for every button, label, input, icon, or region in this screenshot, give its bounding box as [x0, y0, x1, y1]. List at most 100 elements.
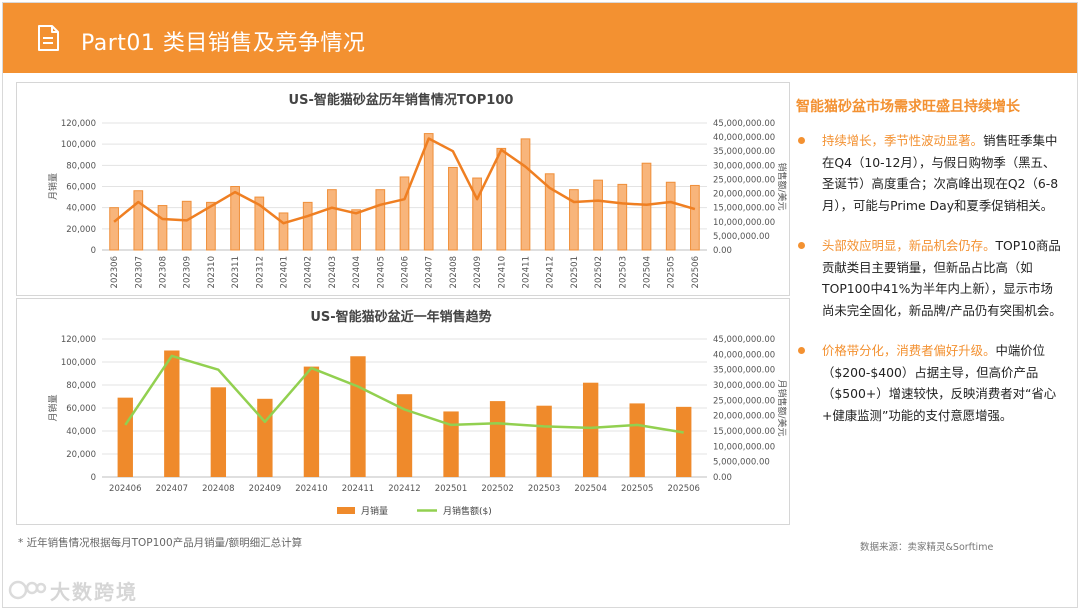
insight-bullet: 价格带分化，消费者偏好升级。中端价位（$200-$400）占据主导，但高价产品（…	[796, 340, 1064, 426]
insight-bullet: 头部效应明显，新品机会仍存。TOP10商品贡献类目主要销量，但新品占比高（如TO…	[796, 235, 1064, 321]
x-tick: 202501	[435, 484, 467, 494]
y-tick-right: 35,000,000.00	[713, 366, 775, 376]
bar	[448, 166, 458, 251]
sales-line	[124, 354, 684, 434]
x-tick: 202411	[342, 484, 374, 494]
x-tick: 202408	[449, 256, 459, 288]
x-tick: 202406	[109, 484, 141, 494]
x-tick: 202501	[570, 256, 580, 288]
y-tick-right: 5,000,000.00	[713, 458, 770, 468]
y-tick-right: 35,000,000.00	[713, 147, 775, 157]
legend-label: 月销售额($)	[443, 505, 492, 517]
y-tick-left: 40,000	[66, 204, 96, 214]
y-axis-label-right: 月销售额/美元	[776, 379, 788, 436]
y-tick-left: 80,000	[66, 161, 96, 171]
bullet-text: TOP10商品贡献类目主要销量，但新品占比高（如TOP100中41%为半年内上新…	[822, 238, 1062, 318]
bar	[399, 176, 410, 251]
footnote: * 近年销售情况根据每月TOP100产品月销量/额明细汇总计算	[18, 537, 303, 549]
x-tick: 202309	[183, 256, 193, 288]
bullet-highlight: 持续增长，季节性波动显著。	[822, 133, 984, 148]
y-tick-right: 30,000,000.00	[713, 161, 775, 171]
bar	[536, 405, 552, 477]
legend-label: 月销量	[361, 505, 388, 517]
bar	[303, 366, 320, 477]
x-tick: 202502	[594, 256, 604, 288]
y-tick-right: 40,000,000.00	[713, 133, 775, 143]
page-title: Part01 类目销售及竞争情况	[81, 31, 366, 56]
x-tick: 202401	[280, 256, 290, 288]
bar	[164, 350, 180, 477]
brand-logo-icon	[8, 580, 47, 600]
bullet-highlight: 头部效应明显，新品机会仍存。	[822, 238, 996, 253]
y-tick-left: 100,000	[61, 358, 96, 368]
x-tick: 202404	[352, 256, 362, 288]
legend-bar-swatch	[337, 507, 355, 514]
bar	[210, 387, 227, 477]
x-tick: 202412	[546, 256, 556, 288]
bullet-dot-icon	[798, 137, 805, 144]
bar	[641, 162, 652, 251]
bar	[617, 183, 628, 251]
bar	[254, 196, 265, 251]
x-tick: 202505	[621, 484, 653, 494]
y-tick-right: 15,000,000.00	[713, 204, 775, 214]
x-tick: 202411	[522, 256, 532, 288]
y-tick-right: 45,000,000.00	[713, 119, 775, 129]
bullet-dot-icon	[798, 242, 805, 249]
bar	[593, 179, 603, 251]
x-tick: 202409	[249, 484, 281, 494]
bar	[302, 201, 313, 251]
x-tick: 202408	[202, 484, 234, 494]
recent-chart-card: US-智能猫砂盆近一年销售趋势 0 20,000 40,000 60,000 80,000…	[16, 298, 790, 525]
bar	[230, 186, 240, 251]
bar	[206, 201, 216, 251]
x-tick: 202502	[481, 484, 513, 494]
chart-title: US-智能猫砂盆近一年销售趋势	[310, 309, 491, 325]
y-tick-right: 30,000,000.00	[713, 381, 775, 391]
bar	[489, 401, 506, 477]
x-tick: 202406	[401, 256, 411, 288]
y-tick-right: 25,000,000.00	[713, 175, 775, 185]
history-chart: US-智能猫砂盆历年销售情况TOP100 0 20,000 40,000 60,000 8…	[47, 92, 788, 288]
y-tick-left: 100,000	[61, 140, 96, 150]
y-axis-label-left: 月销量	[47, 394, 59, 421]
bar	[133, 190, 144, 251]
x-tick: 202306	[110, 256, 120, 288]
x-tick: 202410	[497, 256, 507, 288]
bar	[665, 181, 676, 251]
bullet-text: 中端价位（$200-$400）占据主导，但高价产品（$500+）增速较快，反映消…	[822, 343, 1057, 423]
x-tick: 202409	[473, 256, 483, 288]
x-tick: 202410	[295, 484, 327, 494]
x-tick: 202402	[304, 256, 314, 288]
x-tick: 202407	[156, 484, 188, 494]
y-tick-right: 0.00	[713, 473, 732, 483]
bar	[181, 200, 192, 251]
y-axis-label-left: 月销量	[47, 173, 59, 200]
x-tick: 202405	[376, 256, 386, 288]
sales-line	[113, 137, 696, 225]
bullet-dot-icon	[798, 347, 805, 354]
bar	[117, 397, 133, 477]
y-tick-left: 40,000	[66, 427, 96, 437]
bar	[690, 184, 700, 251]
bar	[396, 394, 413, 477]
bullet-text: 销售旺季集中在Q4（10-12月），与假日购物季（黑五、圣诞节）高度重合；次高峰…	[822, 133, 1059, 213]
y-tick-left: 20,000	[66, 225, 96, 235]
data-source: 数据来源：卖家精灵&Sorftime	[860, 542, 994, 553]
bar	[569, 189, 579, 251]
y-tick-right: 20,000,000.00	[713, 190, 775, 200]
recent-chart: US-智能猫砂盆近一年销售趋势 0 20,000 40,000 60,000 80,000…	[47, 309, 788, 517]
bar	[520, 138, 531, 251]
bar	[423, 133, 434, 251]
bar	[327, 189, 337, 251]
document-icon	[38, 25, 59, 51]
y-tick-right: 45,000,000.00	[713, 335, 775, 345]
y-tick-right: 25,000,000.00	[713, 396, 775, 406]
x-tick: 202503	[618, 256, 628, 288]
y-tick-left: 60,000	[66, 183, 96, 193]
y-tick-left: 0	[91, 246, 96, 256]
bar	[443, 411, 459, 477]
header-bar: Part01 类目销售及竞争情况	[3, 3, 1077, 73]
x-tick: 202312	[255, 256, 265, 288]
bar	[351, 209, 361, 251]
